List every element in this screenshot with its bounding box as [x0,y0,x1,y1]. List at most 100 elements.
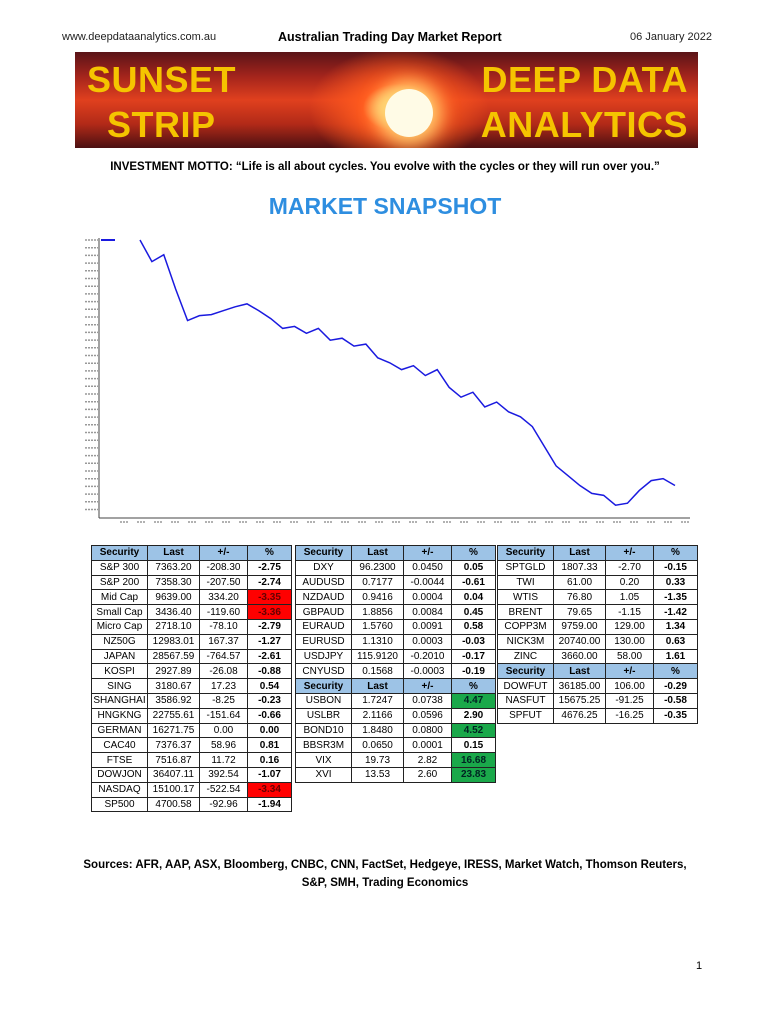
last-cell: 4700.58 [147,796,200,813]
report-date: 06 January 2022 [630,31,712,43]
last-cell: 9759.00 [553,618,606,635]
security-cell: S&P 300 [91,559,148,576]
table-row: CNYUSD 0.1568 -0.0003 -0.19 [295,663,496,680]
percent-cell: -3.35 [247,589,292,606]
table-row: BOND10 1.8480 0.0800 4.52 [295,722,496,739]
change-cell: -208.30 [199,559,248,576]
security-cell: Mid Cap [91,589,148,606]
last-cell: 0.9416 [351,589,404,606]
percent-cell: -1.27 [247,633,292,650]
table-row: S&P 200 7358.30 -207.50 -2.74 [91,574,292,591]
sun-graphic [385,89,433,137]
table-row: COPP3M 9759.00 129.00 1.34 [497,618,698,635]
equities-table: Security Last +/-% S&P 300 7363.20 -208.30 -2.… [91,545,292,813]
percent-cell: -0.88 [247,663,292,680]
change-cell: -119.60 [199,604,248,620]
series-line [139,239,676,506]
sources: Sources: AFR, AAP, ASX, Bloomberg, CNBC,… [0,856,770,892]
table-row: USBON 1.7247 0.0738 4.47 [295,692,496,709]
last-cell: 61.00 [553,574,606,591]
percent-cell: -2.79 [247,618,292,635]
percent-cell: 0.16 [247,752,292,768]
header-row: Security Last +/-% [497,663,698,680]
last-cell: 2.1166 [351,707,404,724]
report-title: Australian Trading Day Market Report [278,30,502,44]
change-cell: 2.60 [403,766,452,783]
column-header: Security [295,545,352,561]
table-row: CAC40 7376.37 58.96 0.81 [91,737,292,754]
percent-cell: 1.34 [653,618,698,635]
security-cell: NICK3M [497,633,554,650]
table-row: HNGKNG 22755.61 -151.64 -0.66 [91,707,292,724]
last-cell: 4676.25 [553,707,606,724]
table-row: Micro Cap 2718.10 -78.10 -2.79 [91,618,292,635]
change-cell: -78.10 [199,618,248,635]
table-row: GBPAUD 1.8856 0.0084 0.45 [295,604,496,620]
change-cell: 0.0091 [403,618,452,635]
table-row: ZINC 3660.00 58.00 1.61 [497,648,698,665]
percent-cell: -0.61 [451,574,496,591]
change-cell: -8.25 [199,692,248,709]
security-cell: XVI [295,766,352,783]
last-cell: 1.8480 [351,722,404,739]
security-cell: SPTGLD [497,559,554,576]
table-row: DXY 96.2300 0.0450 0.05 [295,559,496,576]
column-header: Last [553,545,606,561]
percent-cell: 0.04 [451,589,496,606]
security-cell: DOWJON [91,766,148,783]
security-cell: SP500 [91,796,148,813]
security-cell: HNGKNG [91,707,148,724]
table-row: S&P 300 7363.20 -208.30 -2.75 [91,559,292,576]
column-header: +/- [605,663,654,680]
sources-line-2: S&P, SMH, Trading Economics [301,877,469,889]
banner-deep-data: DEEP DATA [481,59,688,100]
column-header: Security [497,663,554,680]
last-cell: 79.65 [553,604,606,620]
last-cell: 15675.25 [553,692,606,709]
last-cell: 22755.61 [147,707,200,724]
percent-cell: 2.90 [451,707,496,724]
security-cell: USDJPY [295,648,352,665]
percent-cell: 0.81 [247,737,292,754]
percent-cell: -1.35 [653,589,698,606]
last-cell: 115.9120 [351,648,404,665]
currencies-bonds-table: Security Last +/-% DXY 96.2300 0.0450 0.05 AUDU… [295,545,496,783]
percent-cell: 0.00 [247,722,292,739]
table-row: SP500 4700.58 -92.96 -1.94 [91,796,292,813]
percent-cell: 1.61 [653,648,698,665]
percent-cell: 0.54 [247,678,292,694]
table-row: NICK3M 20740.00 130.00 0.63 [497,633,698,650]
column-header: Last [351,545,404,561]
sources-line-1: Sources: AFR, AAP, ASX, Bloomberg, CNBC,… [83,859,687,871]
table-row: Mid Cap 9639.00 334.20 -3.35 [91,589,292,606]
last-cell: 28567.59 [147,648,200,665]
change-cell: 0.0084 [403,604,452,620]
last-cell: 1.8856 [351,604,404,620]
percent-cell: 0.33 [653,574,698,591]
security-cell: USLBR [295,707,352,724]
market-line-chart [85,238,690,523]
table-row: FTSE 7516.87 11.72 0.16 [91,752,292,768]
security-cell: Micro Cap [91,618,148,635]
table-row: SPFUT 4676.25 -16.25 -0.35 [497,707,698,724]
change-cell: -764.57 [199,648,248,665]
percent-cell: 23.83 [451,766,496,783]
column-header: Last [351,678,404,694]
change-cell: 11.72 [199,752,248,768]
change-cell: 106.00 [605,678,654,694]
last-cell: 0.0650 [351,737,404,754]
percent-cell: -1.42 [653,604,698,620]
last-cell: 13.53 [351,766,404,783]
percent-cell: -0.23 [247,692,292,709]
last-cell: 1807.33 [553,559,606,576]
last-cell: 36407.11 [147,766,200,783]
last-cell: 15100.17 [147,781,200,798]
percent-cell: -1.07 [247,766,292,783]
security-cell: BRENT [497,604,554,620]
table-row: USLBR 2.1166 0.0596 2.90 [295,707,496,724]
table-row: EURAUD 1.5760 0.0091 0.58 [295,618,496,635]
last-cell: 3180.67 [147,678,200,694]
table-row: BBSR3M 0.0650 0.0001 0.15 [295,737,496,754]
table-row: DOWFUT 36185.00 106.00 -0.29 [497,678,698,694]
percent-cell: 16.68 [451,752,496,768]
